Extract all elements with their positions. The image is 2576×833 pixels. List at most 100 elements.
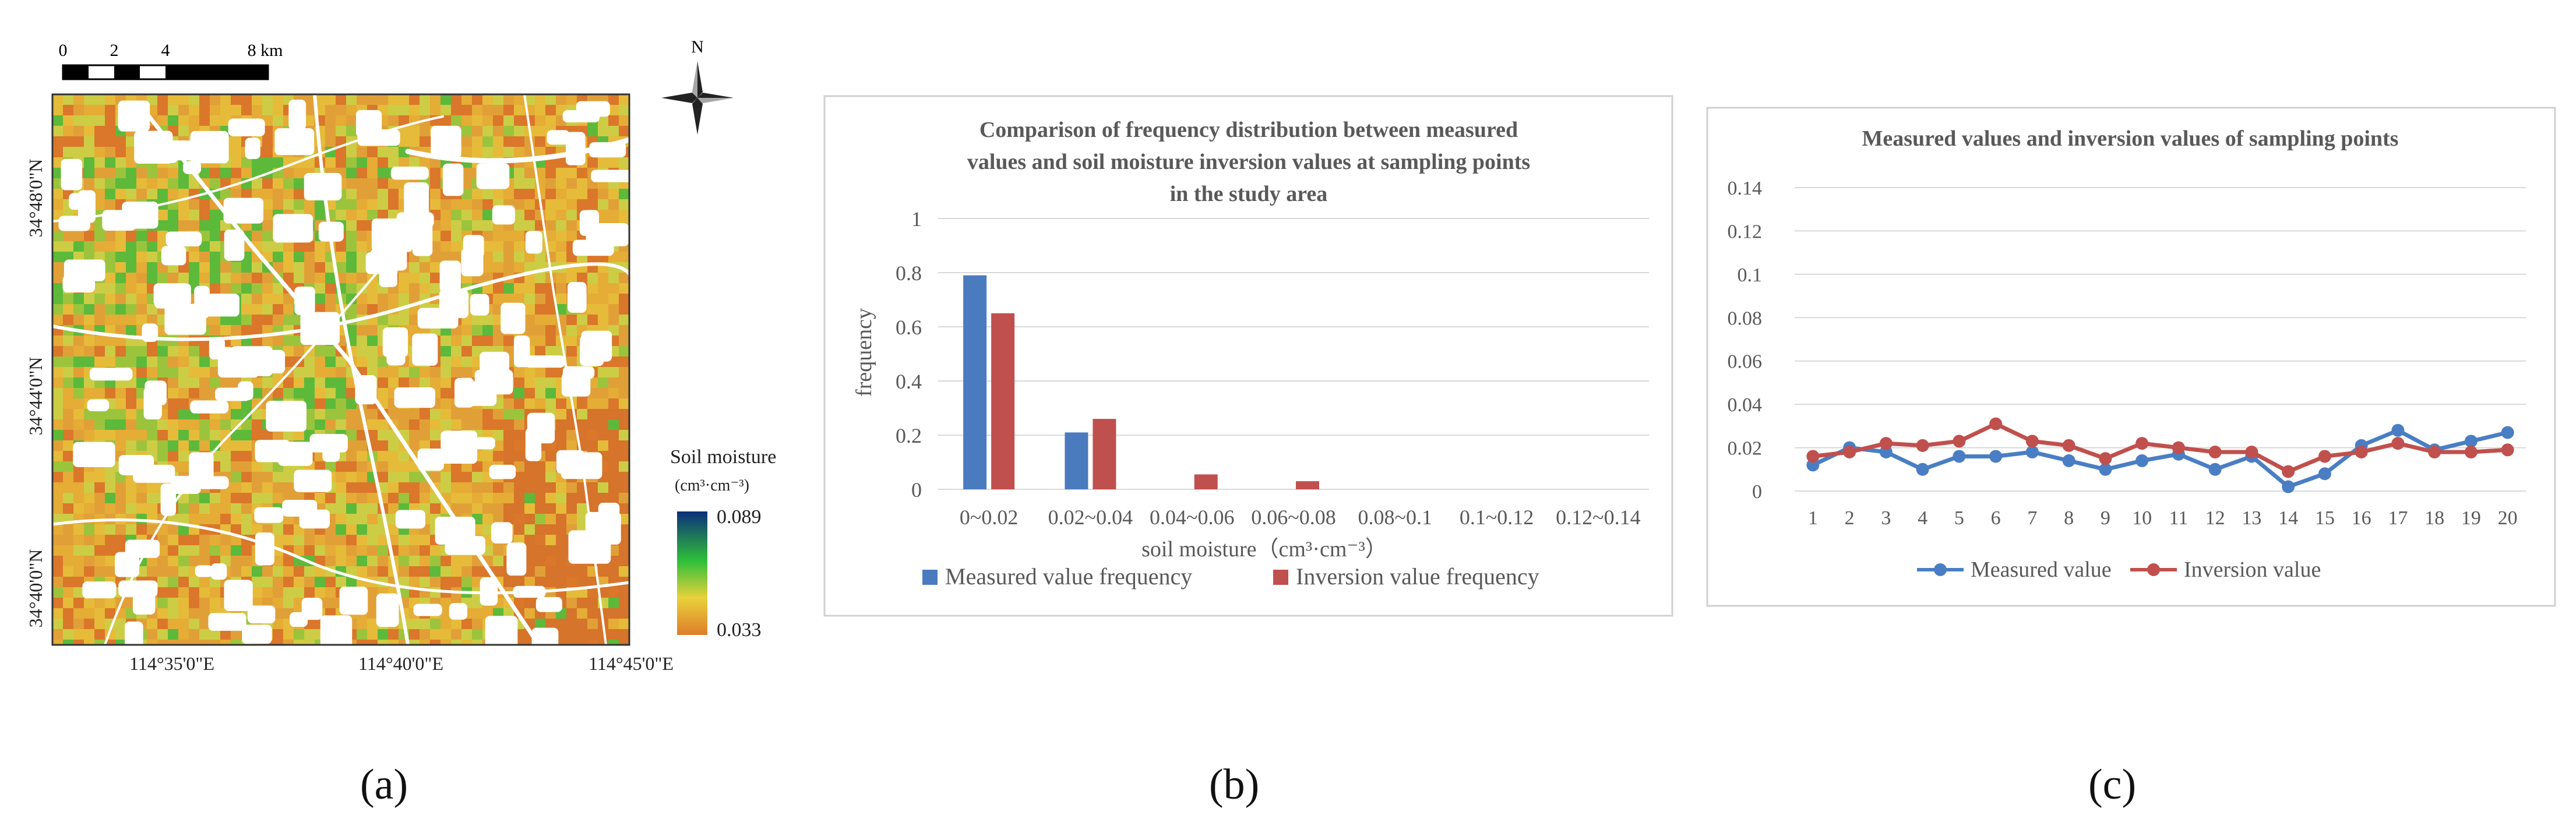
chart-c-point-inversion: [2135, 437, 2149, 450]
chart-c-ytick-label: 0.04: [1728, 394, 1763, 416]
chart-c-point-inversion: [2208, 446, 2222, 459]
chart-c-point-measured: [2062, 454, 2075, 467]
chart-c-point-measured: [2464, 435, 2478, 448]
chart-c-xtick-label: 15: [2315, 507, 2335, 529]
chart-c-xtick-label: 20: [2498, 507, 2518, 529]
chart-c-point-inversion: [1843, 446, 1856, 459]
lon-label-3: 114°45'0"E: [589, 653, 674, 674]
north-label: N: [691, 37, 704, 57]
panel-label-a: (a): [360, 761, 408, 809]
chart-c-point-inversion: [2062, 439, 2075, 452]
chart-c-xtick-label: 9: [2101, 507, 2110, 529]
chart-b-ytick-label: 0.4: [896, 370, 922, 393]
legend-min: 0.033: [717, 619, 762, 641]
chart-c-point-measured: [2318, 467, 2331, 481]
roads: [52, 94, 629, 645]
chart-c-xtick-label: 16: [2352, 507, 2371, 529]
chart-c-xtick-label: 11: [2169, 507, 2189, 529]
chart-b-ytick-label: 0.6: [896, 316, 922, 339]
chart-c-point-measured: [1989, 450, 2003, 463]
legend-label-inversion-frequency: Inversion value frequency: [1296, 563, 1539, 590]
chart-b-title-line-3: in the study area: [1170, 182, 1328, 206]
legend-max: 0.089: [717, 506, 762, 528]
scale-label-2: 2: [110, 41, 119, 60]
chart-b-ylabel: frequency: [852, 308, 876, 397]
scale-label-8km: 8 km: [248, 41, 283, 60]
chart-c-point-inversion: [2428, 446, 2441, 459]
chart-b-bar-inversion: [1194, 474, 1218, 489]
chart-c-point-inversion: [2099, 452, 2112, 465]
chart-b-bar-measured: [963, 275, 987, 489]
lon-label-1: 114°35'0"E: [129, 653, 214, 674]
chart-b-ytick-label: 0: [911, 478, 922, 502]
chart-c-point-inversion: [2501, 443, 2514, 457]
chart-c-point-measured: [1916, 463, 1929, 476]
legend-marker-inversion: [2147, 563, 2160, 576]
soil-moisture-raster: [52, 94, 629, 645]
chart-b-bar-inversion: [1093, 419, 1116, 489]
chart-c-point-inversion: [1879, 437, 1893, 450]
chart-b-title-line-2: values and soil moisture inversion value…: [967, 150, 1530, 174]
chart-c-point-inversion: [2282, 465, 2295, 478]
chart-c-point-inversion: [2355, 446, 2368, 459]
chart-c-xtick-label: 18: [2425, 507, 2444, 529]
sampling-points-line-chart: Measured values and inversion values of …: [1706, 107, 2556, 607]
lat-label-1: 34°48'0"N: [25, 159, 46, 238]
chart-c-point-measured: [2208, 463, 2222, 476]
chart-b-xlabel: soil moisture（cm³·cm⁻³）: [1141, 537, 1387, 562]
legend-label-inversion: Inversion value: [2184, 557, 2321, 582]
legend-color-ramp: [677, 511, 707, 635]
legend-title: Soil moisture: [670, 446, 776, 468]
chart-b-xtick-label: 0~0.02: [960, 506, 1018, 529]
chart-b-xtick-label: 0.08~0.1: [1358, 506, 1432, 529]
chart-c-xtick-label: 3: [1881, 507, 1891, 529]
chart-c-line-measured: [1812, 428, 2508, 489]
chart-c-xtick-label: 1: [1808, 507, 1818, 529]
chart-b-legend: Measured value frequency Inversion value…: [922, 563, 1539, 590]
panel-label-b: (b): [1209, 761, 1260, 809]
chart-c-point-measured: [2099, 463, 2112, 476]
chart-b-ytick-label: 0.8: [896, 262, 922, 285]
chart-c-point-measured: [2135, 454, 2149, 467]
chart-c-xtick-label: 19: [2461, 507, 2481, 529]
chart-b-xtick-label: 0.1~0.12: [1460, 506, 1534, 529]
chart-c-xtick-label: 5: [1954, 507, 1964, 529]
chart-c-point-inversion: [1953, 435, 1966, 448]
chart-c-point-measured: [2282, 480, 2295, 493]
frequency-bar-chart: Comparison of frequency distribution bet…: [823, 95, 1673, 617]
legend-unit: (cm³·cm⁻³): [675, 476, 749, 495]
chart-c-xtick-label: 2: [1845, 507, 1855, 529]
scale-bar: 0 2 4 8 km: [59, 41, 283, 80]
chart-c-xtick-label: 12: [2205, 507, 2225, 529]
chart-b-ytick-label: 1: [911, 207, 922, 231]
legend-label-measured: Measured value: [1971, 557, 2112, 582]
chart-c-frame: [1706, 107, 2556, 607]
chart-c-xtick-label: 8: [2064, 507, 2074, 529]
soil-moisture-map: 0 2 4 8 km N 34°48'0"N 34°44'0"N 34°4: [25, 37, 776, 674]
chart-c-point-measured: [2501, 426, 2514, 439]
chart-c-title: Measured values and inversion values of …: [1862, 126, 2399, 151]
chart-c-point-inversion: [2245, 446, 2258, 459]
chart-c-ytick-label: 0.06: [1728, 351, 1763, 373]
panel-label-c: (c): [2088, 761, 2137, 809]
chart-b-bar-inversion: [1296, 481, 1319, 489]
legend-marker-measured: [1934, 563, 1947, 576]
lat-label-2: 34°44'0"N: [25, 357, 46, 436]
chart-c-xtick-label: 13: [2242, 507, 2261, 529]
chart-c-ytick-label: 0.02: [1728, 438, 1763, 460]
chart-c-point-measured: [1953, 450, 1966, 463]
chart-c-ytick-label: 0: [1752, 481, 1762, 503]
chart-c-point-inversion: [1806, 450, 1820, 463]
chart-b-xtick-label: 0.12~0.14: [1556, 506, 1640, 529]
chart-c-legend: Measured value Inversion value: [1917, 557, 2321, 582]
lon-label-2: 114°40'0"E: [358, 653, 443, 674]
chart-c-point-measured: [2391, 423, 2405, 437]
scale-label-4: 4: [161, 41, 170, 60]
chart-b-xtick-label: 0.02~0.04: [1048, 506, 1133, 529]
chart-c-xtick-label: 10: [2132, 507, 2152, 529]
chart-b-xtick-label: 0.04~0.06: [1150, 506, 1234, 529]
chart-c-point-inversion: [2172, 441, 2185, 454]
chart-b-bar-inversion: [991, 313, 1015, 489]
chart-c-point-inversion: [1989, 417, 2003, 430]
legend-swatch-measured-frequency: [922, 570, 938, 585]
